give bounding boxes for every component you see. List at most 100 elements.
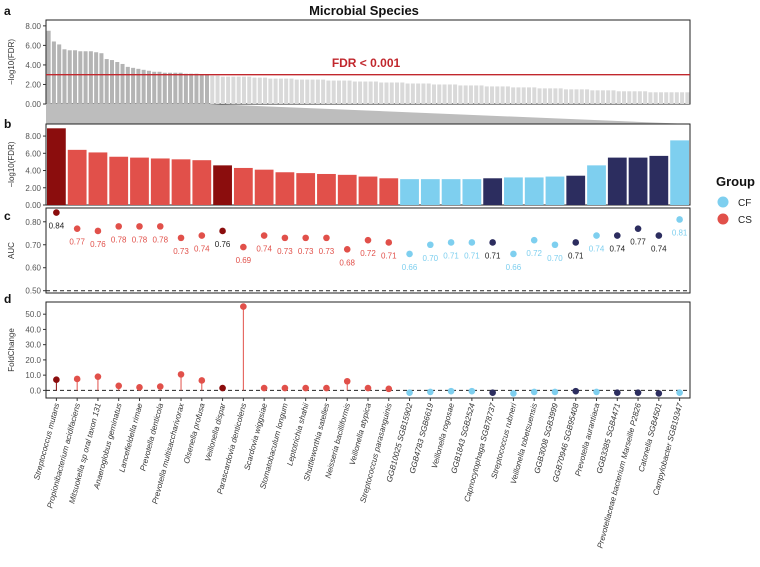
foldchange-point <box>613 389 621 396</box>
overview-bar <box>305 79 310 104</box>
overview-bar <box>579 89 584 104</box>
overview-bar <box>532 87 537 104</box>
foldchange-point <box>447 387 455 395</box>
auc-value-label: 0.74 <box>589 245 605 254</box>
overview-bar <box>257 77 262 104</box>
auc-point <box>655 232 663 239</box>
overview-bar <box>168 72 173 104</box>
panel-0-ytick-label: 6.00 <box>25 41 41 50</box>
auc-bar <box>607 157 627 205</box>
foldchange-point <box>198 377 206 384</box>
auc-value-label: 0.77 <box>630 238 646 247</box>
auc-value-label: 0.78 <box>152 235 168 244</box>
x-tick-label: Veillonella atypica <box>348 402 373 466</box>
auc-point <box>593 232 600 239</box>
panel-label-d: d <box>4 292 11 306</box>
overview-bar <box>189 73 194 104</box>
overview-bar <box>627 91 632 104</box>
overview-bar <box>141 69 146 104</box>
overview-bar <box>289 78 294 104</box>
foldchange-point <box>53 376 60 384</box>
foldchange-point <box>94 373 102 380</box>
auc-bar <box>275 172 295 205</box>
zoom-connector <box>46 104 690 124</box>
auc-value-label: 0.73 <box>319 247 335 256</box>
overview-bar <box>99 53 104 104</box>
auc-value-label: 0.74 <box>194 245 210 254</box>
overview-bar <box>215 75 220 104</box>
overview-bar <box>252 77 257 104</box>
overview-bar <box>321 79 326 104</box>
overview-bar <box>120 63 125 104</box>
auc-point <box>572 239 580 246</box>
auc-bar <box>379 178 399 205</box>
overview-bar <box>674 92 679 104</box>
overview-bar <box>600 90 605 104</box>
auc-value-label: 0.74 <box>256 245 272 254</box>
auc-point <box>323 234 330 242</box>
auc-value-label: 0.78 <box>111 235 127 244</box>
overview-bar <box>231 76 236 104</box>
overview-bar <box>521 87 526 104</box>
auc-bar <box>213 165 232 205</box>
auc-value-label: 0.72 <box>360 249 376 258</box>
foldchange-point <box>427 388 434 396</box>
foldchange-point <box>240 303 247 310</box>
auc-bar <box>504 177 523 205</box>
overview-bar <box>442 84 447 104</box>
legend-label-cf: CF <box>738 198 751 209</box>
panel-3-ytick-label: 0.0 <box>30 386 42 395</box>
foldchange-point <box>156 383 164 390</box>
overview-bar <box>468 85 473 104</box>
auc-bar <box>483 178 503 205</box>
panel-3-ytick-label: 10.0 <box>25 371 41 380</box>
overview-bar <box>157 71 162 104</box>
overview-bar <box>643 91 648 104</box>
overview-bar <box>637 91 642 104</box>
auc-bar <box>130 157 149 205</box>
auc-bar <box>296 173 316 205</box>
overview-bar <box>373 81 378 104</box>
auc-point <box>94 227 102 235</box>
panel-2-frame <box>45 207 691 294</box>
auc-point <box>385 239 393 246</box>
foldchange-point <box>364 384 372 392</box>
overview-bar <box>416 83 421 104</box>
panel-3-ytick-label: 50.0 <box>25 310 41 319</box>
overview-bar <box>236 76 241 104</box>
overview-bar <box>342 80 347 104</box>
overview-bar <box>62 49 67 104</box>
overview-bar <box>590 90 595 104</box>
auc-point <box>156 223 164 230</box>
foldchange-point <box>115 382 123 390</box>
panel-1-ytick-label: 8.00 <box>25 132 41 141</box>
auc-value-label: 0.84 <box>49 222 65 231</box>
auc-point <box>447 239 455 246</box>
panel-2-ylabel: AUC <box>7 242 16 259</box>
overview-bar <box>500 86 505 104</box>
overview-bar <box>247 76 252 104</box>
overview-bar <box>405 83 410 104</box>
auc-value-label: 0.71 <box>443 251 459 260</box>
auc-bar <box>47 128 66 205</box>
foldchange-point <box>260 384 268 392</box>
panel-2-ytick-label: 0.80 <box>25 218 41 227</box>
foldchange-point <box>510 390 517 397</box>
foldchange-point <box>551 388 559 396</box>
auc-bar <box>420 179 440 205</box>
auc-value-label: 0.71 <box>485 251 501 260</box>
panel-c: 0.50 0.60 0.70 0.80 AUC 0.84 0.77 0.76 0.78 0.78 0… <box>7 207 691 296</box>
auc-value-label: 0.74 <box>610 245 626 254</box>
panel-3-ytick-label: 20.0 <box>25 356 41 365</box>
overview-bar <box>199 74 204 104</box>
panel-1-ytick-label: 4.00 <box>25 167 41 176</box>
auc-value-label: 0.71 <box>381 251 397 260</box>
panel-2-ytick-label: 0.70 <box>25 241 41 250</box>
auc-point <box>364 236 372 244</box>
x-tick-label: Leptotrichia shahii <box>285 402 310 467</box>
overview-bar <box>194 73 199 104</box>
overview-bar <box>115 62 120 104</box>
overview-bar <box>632 91 637 104</box>
auc-bar <box>587 165 606 205</box>
